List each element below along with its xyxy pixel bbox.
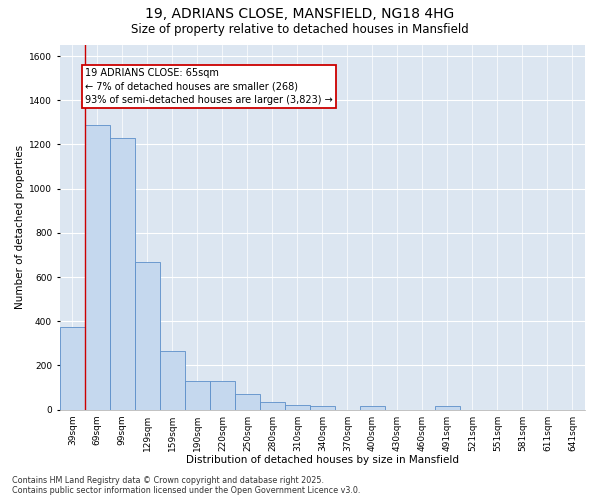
Text: 19, ADRIANS CLOSE, MANSFIELD, NG18 4HG: 19, ADRIANS CLOSE, MANSFIELD, NG18 4HG	[145, 8, 455, 22]
Bar	[210, 382, 235, 409]
Bar	[60, 326, 85, 409]
Bar	[260, 402, 285, 409]
Bar	[235, 394, 260, 409]
Text: Size of property relative to detached houses in Mansfield: Size of property relative to detached ho…	[131, 22, 469, 36]
X-axis label: Distribution of detached houses by size in Mansfield: Distribution of detached houses by size …	[186, 455, 459, 465]
Bar	[285, 405, 310, 409]
Bar	[435, 406, 460, 410]
Bar	[110, 138, 135, 409]
Bar	[310, 406, 335, 410]
Bar	[185, 382, 210, 409]
Bar	[360, 406, 385, 410]
Y-axis label: Number of detached properties: Number of detached properties	[15, 145, 25, 310]
Text: Contains HM Land Registry data © Crown copyright and database right 2025.
Contai: Contains HM Land Registry data © Crown c…	[12, 476, 361, 495]
Text: 19 ADRIANS CLOSE: 65sqm
← 7% of detached houses are smaller (268)
93% of semi-de: 19 ADRIANS CLOSE: 65sqm ← 7% of detached…	[85, 68, 333, 104]
Bar	[85, 124, 110, 410]
Bar	[160, 351, 185, 410]
Bar	[135, 262, 160, 410]
